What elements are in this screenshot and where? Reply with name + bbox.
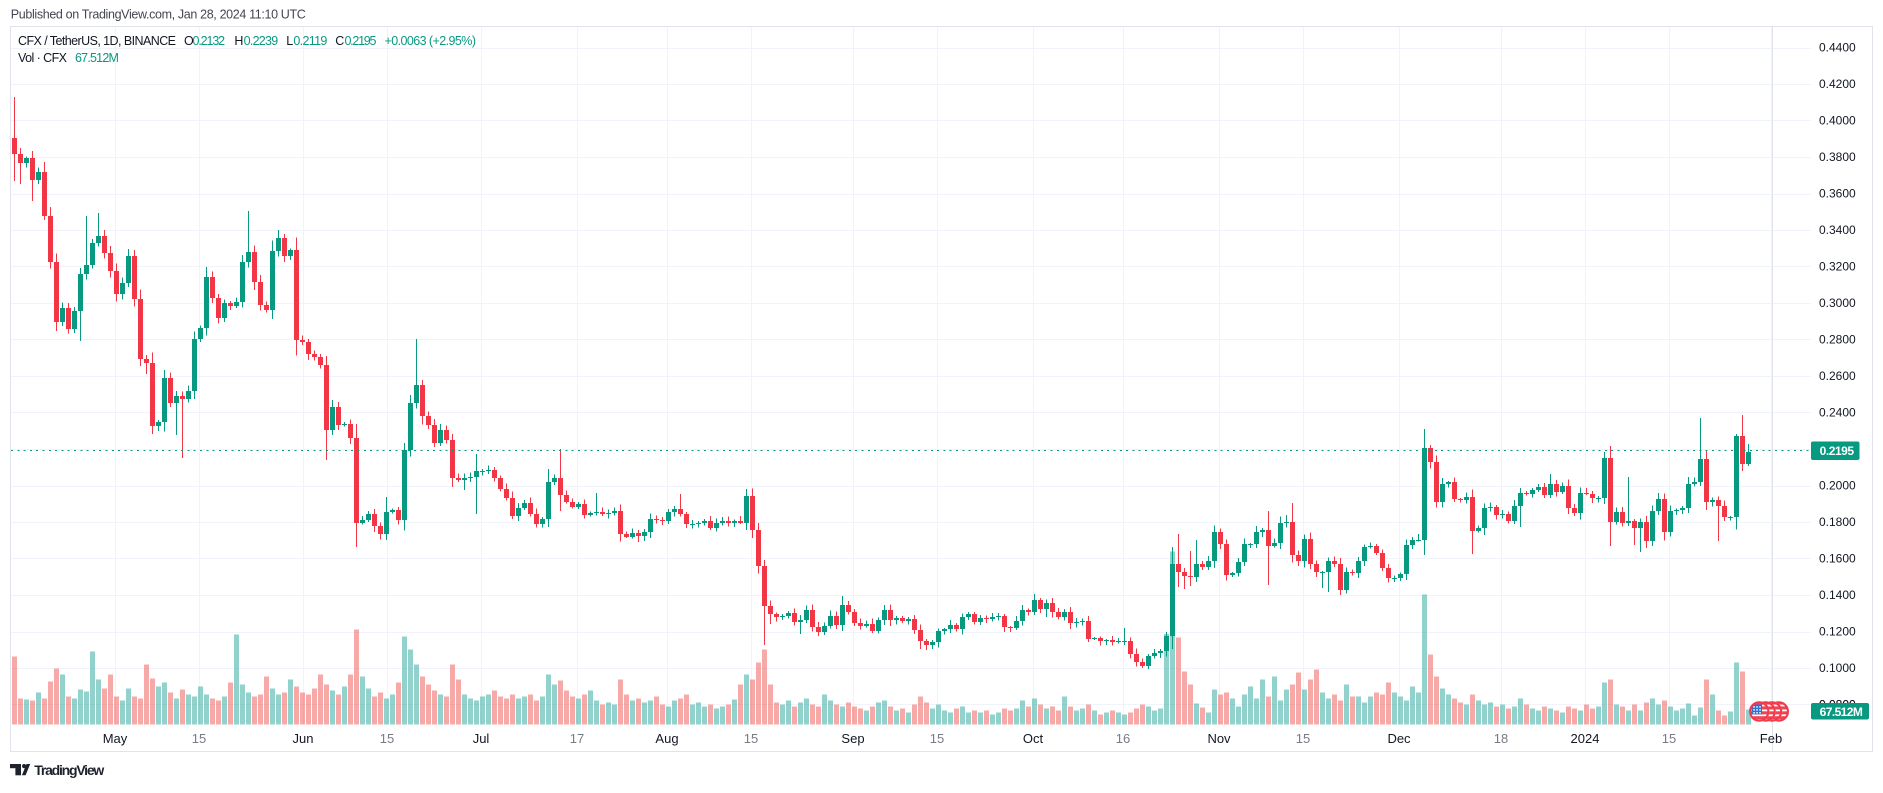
svg-text:May: May	[103, 731, 128, 746]
svg-text:15: 15	[1662, 731, 1676, 746]
svg-text:Jul: Jul	[473, 731, 490, 746]
svg-text:0.2119: 0.2119	[293, 34, 327, 48]
svg-text:0.2400: 0.2400	[1819, 406, 1856, 420]
svg-text:0.1000: 0.1000	[1819, 661, 1856, 675]
svg-text:+0.0063 (+2.95%): +0.0063 (+2.95%)	[385, 34, 477, 48]
svg-text:Aug: Aug	[655, 731, 678, 746]
svg-text:67.512M: 67.512M	[75, 51, 119, 65]
svg-text:L: L	[286, 34, 293, 48]
svg-text:0.3800: 0.3800	[1819, 150, 1856, 164]
svg-text:0.3600: 0.3600	[1819, 187, 1856, 201]
svg-text:Nov: Nov	[1207, 731, 1231, 746]
svg-text:Oct: Oct	[1023, 731, 1044, 746]
svg-text:CFX / TetherUS, 1D, BINANCE: CFX / TetherUS, 1D, BINANCE	[18, 34, 176, 48]
svg-text:0.3200: 0.3200	[1819, 260, 1856, 274]
svg-text:0.2195: 0.2195	[345, 34, 377, 48]
svg-text:Jun: Jun	[293, 731, 314, 746]
svg-text:0.2239: 0.2239	[244, 34, 279, 48]
svg-text:15: 15	[1296, 731, 1310, 746]
svg-text:0.2195: 0.2195	[1820, 444, 1855, 458]
svg-text:0.4000: 0.4000	[1819, 114, 1856, 128]
svg-text:Vol · CFX: Vol · CFX	[18, 51, 68, 65]
svg-text:O: O	[184, 34, 194, 48]
svg-text:0.1800: 0.1800	[1819, 515, 1856, 529]
svg-text:0.1600: 0.1600	[1819, 552, 1856, 566]
svg-text:0.3000: 0.3000	[1819, 296, 1856, 310]
svg-text:0.1400: 0.1400	[1819, 588, 1856, 602]
svg-text:15: 15	[744, 731, 758, 746]
svg-text:0.3400: 0.3400	[1819, 223, 1856, 237]
svg-text:17: 17	[570, 731, 584, 746]
svg-text:15: 15	[380, 731, 394, 746]
svg-text:0.2132: 0.2132	[193, 34, 226, 48]
svg-text:18: 18	[1494, 731, 1508, 746]
svg-text:Dec: Dec	[1387, 731, 1411, 746]
svg-text:16: 16	[1116, 731, 1130, 746]
svg-text:0.2600: 0.2600	[1819, 369, 1856, 383]
svg-text:2024: 2024	[1571, 731, 1600, 746]
svg-text:H: H	[234, 34, 243, 48]
svg-text:0.4200: 0.4200	[1819, 77, 1856, 91]
svg-text:Published on TradingView.com,: Published on TradingView.com, Jan 28, 20…	[11, 8, 306, 22]
svg-text:67.512M: 67.512M	[1820, 705, 1863, 719]
svg-text:0.2000: 0.2000	[1819, 479, 1856, 493]
svg-text:C: C	[335, 34, 344, 48]
svg-text:15: 15	[192, 731, 206, 746]
svg-text:0.4400: 0.4400	[1819, 41, 1856, 55]
svg-text:TradingView: TradingView	[34, 762, 104, 778]
svg-text:0.2800: 0.2800	[1819, 333, 1856, 347]
svg-text:0.1200: 0.1200	[1819, 625, 1856, 639]
svg-text:15: 15	[930, 731, 944, 746]
svg-text:Feb: Feb	[1760, 731, 1782, 746]
svg-text:Sep: Sep	[841, 731, 864, 746]
